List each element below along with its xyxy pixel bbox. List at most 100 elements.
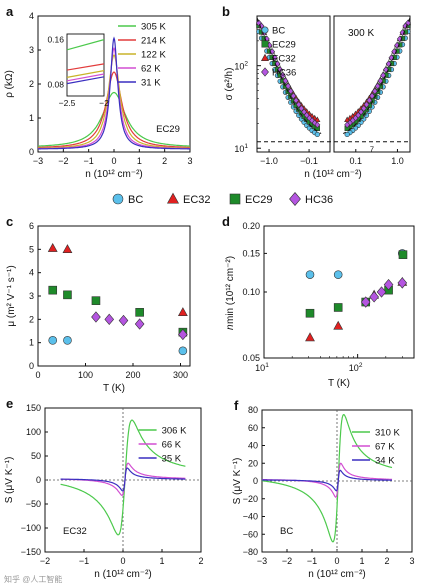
series-line — [61, 468, 186, 491]
legend-label: 305 K — [141, 22, 166, 33]
panel-c-frame — [38, 226, 190, 366]
x-tick-label: −3 — [33, 156, 43, 166]
x-axis-label: n (10¹² cm⁻²) — [308, 569, 366, 580]
y-tick-label: 101 — [234, 143, 248, 154]
legend-label: HC36 — [305, 194, 333, 206]
panel-letter-a: a — [6, 4, 14, 19]
x-tick-label: −1 — [84, 156, 94, 166]
x-tick-label: −2 — [58, 156, 68, 166]
data-point — [92, 297, 100, 305]
x-axis-label: T (K) — [328, 378, 350, 389]
series-group — [262, 415, 392, 542]
legend-marker — [230, 194, 240, 204]
panel-letter-b: b — [222, 4, 230, 19]
panel-a: a −3 −2 −1 0 1 2 3 0 1 2 3 4 n (10¹² cm⁻²) ρ (kΩ) 305 K… — [4, 4, 193, 180]
legend-marker — [262, 41, 268, 47]
y-tick-label: 1 — [29, 338, 34, 348]
inset-x-tick-label: −2.5 — [59, 98, 76, 108]
panel-c: c 0 100 200 300 0 1 2 3 4 5 6 T (K) μ (m² V⁻¹ s⁻¹) — [6, 214, 190, 394]
data-point — [49, 286, 57, 294]
y-tick-label: −40 — [243, 512, 258, 522]
series-group — [48, 244, 187, 355]
legend-marker — [290, 193, 301, 206]
panel-b: b101102σ (e²/h)−1.0 −0.1 0.1 1.0n (10¹² cm⁻… — [222, 4, 411, 180]
x-tick-label: 0 — [111, 156, 116, 166]
annotation-label: BC — [280, 526, 293, 537]
x-tick-exponent: 1 — [265, 362, 269, 369]
y-tick-exponent: 2 — [244, 61, 248, 68]
x-tick-label: 102 — [349, 362, 363, 373]
x-tick-label: −1 — [79, 556, 89, 566]
series-line — [262, 470, 392, 490]
data-point — [63, 291, 71, 299]
legend-label: 34 K — [375, 456, 395, 467]
annotation-label: EC29 — [156, 124, 180, 135]
data-point — [136, 308, 144, 316]
panel-letter-f: f — [234, 398, 239, 413]
data-point — [63, 245, 72, 253]
y-tick-label: 0.15 — [242, 248, 260, 258]
x-tick-label: 2 — [384, 556, 389, 566]
y-tick-label: 0.20 — [242, 221, 260, 231]
annotation-label: EC32 — [63, 526, 87, 537]
data-point — [334, 303, 342, 311]
x-tick-label: 200 — [125, 370, 140, 380]
data-point — [306, 271, 314, 279]
y-tick-label: 4 — [29, 268, 34, 278]
panel-letter-c: c — [6, 214, 13, 229]
panel-e: e−2 −1 0 1 2−150−100−50050100150n (10¹² cm⁻²… — [4, 396, 204, 580]
inset-x-tick-label: −2 — [99, 98, 109, 108]
y-tick-label: 0.10 — [242, 287, 260, 297]
y-tick-label: 6 — [29, 221, 34, 231]
y-tick-label: 40 — [248, 441, 258, 451]
y-tick-label: 102 — [234, 61, 248, 72]
data-point — [119, 315, 128, 325]
series-group — [306, 249, 407, 341]
data-point — [92, 312, 101, 322]
x-axis-label: n (10¹² cm⁻²) — [304, 169, 362, 180]
legend-label: 35 K — [162, 454, 182, 465]
x-tick-label: 100 — [78, 370, 93, 380]
y-tick-label: 80 — [248, 405, 258, 415]
legend-label: EC29 — [245, 194, 273, 206]
x-tick-label: 1 — [137, 156, 142, 166]
x-tick-label: 1 — [159, 556, 164, 566]
legend-label: BC — [128, 194, 143, 206]
x-tick-label: 0.1 — [350, 156, 363, 166]
data-point — [135, 319, 144, 329]
data-point — [178, 308, 187, 316]
y-tick-label: 50 — [31, 451, 41, 461]
y-tick-label: 20 — [248, 458, 258, 468]
legend-label: 214 K — [141, 36, 166, 47]
y-tick-label: 2 — [29, 79, 34, 89]
data-point — [306, 333, 315, 341]
y-tick-label: 60 — [248, 423, 258, 433]
x-tick-exponent: 2 — [359, 362, 363, 369]
legend-label: 67 K — [375, 442, 395, 453]
y-tick-label: −20 — [243, 494, 258, 504]
x-tick-label: −2 — [282, 556, 292, 566]
legend-label: 62 K — [141, 64, 161, 75]
data-point — [334, 321, 343, 329]
x-tick-label: 0 — [120, 556, 125, 566]
x-tick-label: 2 — [162, 156, 167, 166]
panel-letter-e: e — [6, 396, 13, 411]
x-axis-label: T (K) — [103, 383, 125, 394]
x-tick-label: −3 — [257, 556, 267, 566]
x-tick-label: 2 — [198, 556, 203, 566]
y-tick-label: 5 — [29, 244, 34, 254]
y-tick-label: 1 — [29, 113, 34, 123]
y-axis-label: σ (e²/h) — [224, 68, 235, 101]
panel-b-left-frame — [257, 16, 330, 152]
x-axis-label: n (10¹² cm⁻²) — [94, 569, 152, 580]
y-axis-label: S (μV K⁻¹) — [4, 457, 15, 504]
y-tick-label: −100 — [21, 523, 41, 533]
data-point — [370, 292, 379, 302]
x-tick-label: −1 — [307, 556, 317, 566]
legend-label: 66 K — [162, 440, 182, 451]
y-tick-label: 150 — [26, 403, 41, 413]
legend-marker — [262, 27, 268, 33]
panel-letter-d: d — [222, 214, 230, 229]
x-tick-label: 0 — [35, 370, 40, 380]
panel-d: d101 1020.050.100.150.20T (K)nmin (10¹² c… — [222, 214, 414, 389]
